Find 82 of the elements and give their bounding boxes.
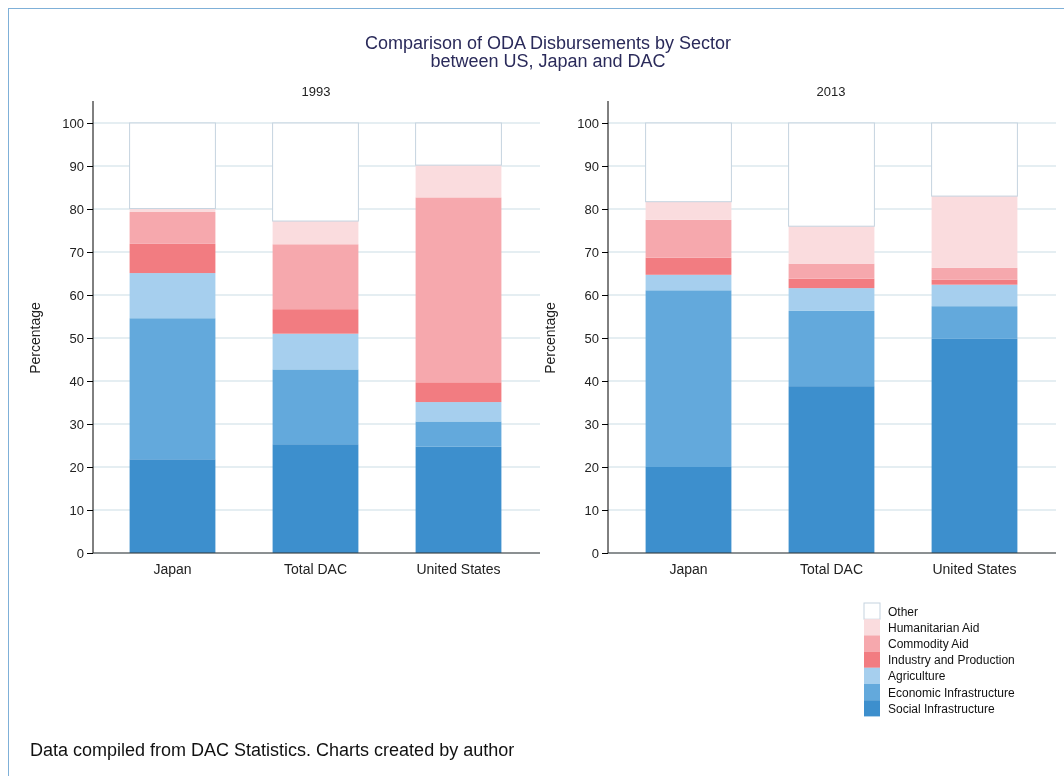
bar	[788, 122, 875, 227]
bar	[788, 263, 875, 279]
y-tick-label: 90	[69, 158, 84, 174]
bar	[272, 221, 359, 245]
bar	[129, 243, 216, 274]
y-tick-label: 10	[69, 502, 84, 518]
bar	[129, 273, 216, 319]
y-tick-label: 80	[584, 201, 599, 217]
legend-label: Economic Infrastructure	[888, 685, 1016, 700]
legend-label: Social Infrastructure	[888, 701, 996, 716]
bar	[272, 369, 359, 445]
y-tick-label: 100	[62, 115, 84, 131]
legend-label: Commodity Aid	[888, 636, 969, 651]
bar	[272, 244, 359, 310]
y-axis-title: Percentage	[27, 301, 43, 374]
y-tick-label: 70	[69, 244, 84, 260]
bar	[272, 444, 359, 553]
y-tick-label: 30	[69, 416, 84, 432]
bar	[931, 284, 1018, 307]
bar	[931, 267, 1018, 280]
bar	[645, 122, 732, 203]
y-tick-label: 20	[69, 459, 84, 475]
bar	[788, 310, 875, 387]
bar	[645, 467, 732, 553]
bar	[931, 122, 1018, 197]
x-tick-label: United States	[416, 560, 501, 577]
y-tick-label: 0	[591, 545, 599, 561]
bar	[645, 290, 732, 467]
legend-label: Agriculture	[888, 669, 946, 684]
y-tick-label: 40	[69, 373, 84, 389]
bar	[931, 306, 1018, 339]
legend-label: Industry and Production	[888, 653, 1015, 668]
x-tick-label: Total DAC	[799, 560, 864, 577]
bar	[645, 257, 732, 275]
y-tick-label: 70	[584, 244, 599, 260]
bar	[931, 279, 1018, 285]
bar	[415, 446, 502, 553]
bar	[931, 196, 1018, 268]
bar	[415, 421, 502, 447]
bar	[129, 459, 216, 553]
bar	[645, 201, 732, 220]
y-tick-label: 60	[69, 287, 84, 303]
x-tick-label: Total DAC	[283, 560, 348, 577]
y-tick-label: 50	[584, 330, 599, 346]
y-tick-label: 30	[584, 416, 599, 432]
bar	[415, 165, 502, 198]
y-tick-label: 50	[69, 330, 84, 346]
bar	[788, 226, 875, 264]
bar	[645, 219, 732, 258]
chart-title: 2013	[816, 84, 846, 99]
y-tick-label: 20	[584, 459, 599, 475]
bar	[129, 318, 216, 460]
x-tick-label: Japan	[669, 560, 708, 577]
bar	[415, 197, 502, 383]
bar	[788, 386, 875, 553]
bar	[931, 338, 1018, 553]
bar	[129, 212, 216, 244]
y-tick-label: 90	[584, 158, 599, 174]
y-axis-title: Percentage	[542, 301, 558, 374]
x-tick-label: Japan	[153, 560, 192, 577]
bar	[415, 122, 502, 166]
y-tick-label: 0	[76, 545, 84, 561]
chart-subtitle: 1993	[301, 84, 331, 99]
bar	[272, 333, 359, 370]
y-tick-label: 10	[584, 502, 599, 518]
text: Data compiled from DAC Statistics. Charts created by author	[30, 740, 515, 760]
y-tick-label: 60	[584, 287, 599, 303]
bar	[788, 288, 875, 311]
x-tick-label: United States	[932, 560, 1017, 577]
bar	[129, 122, 216, 210]
bar	[272, 309, 359, 334]
legend-label: Other	[888, 604, 919, 619]
bar	[272, 122, 359, 222]
y-tick-label: 40	[584, 373, 599, 389]
legend-label: Humanitarian Aid	[888, 620, 980, 635]
bar	[415, 382, 502, 403]
bar	[645, 274, 732, 291]
bar	[415, 402, 502, 422]
y-tick-label: 100	[577, 115, 599, 131]
y-tick-label: 80	[69, 201, 84, 217]
chart-title: Comparison of ODA Disbursements by Sector between US, Japan and DAC	[364, 33, 732, 71]
bar	[788, 278, 875, 289]
